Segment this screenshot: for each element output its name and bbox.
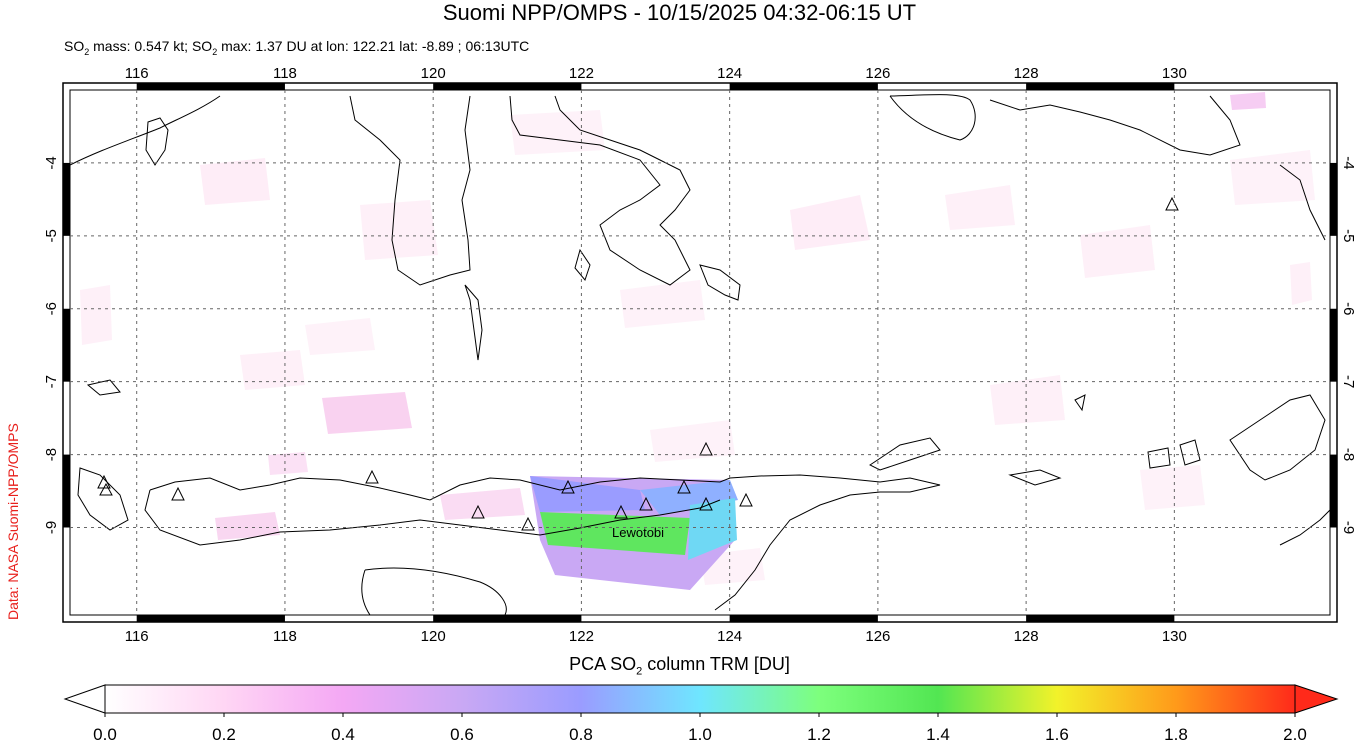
lon-tick-label-bottom: 118 bbox=[273, 628, 297, 645]
lat-tick-label-left: -6 bbox=[43, 302, 60, 315]
colorbar-over-arrow bbox=[1294, 684, 1339, 714]
volcano-marker bbox=[639, 496, 653, 511]
lon-tick-label-top: 120 bbox=[421, 65, 446, 82]
volcano-marker bbox=[1165, 196, 1179, 211]
colorbar-tick-label: 1.6 bbox=[1045, 725, 1069, 743]
colorbar-bar bbox=[104, 684, 1296, 714]
volcano-marker bbox=[739, 492, 753, 507]
frame-bar-top bbox=[1026, 83, 1175, 90]
frame-bar-right bbox=[1330, 162, 1337, 236]
colorbar-tick-label: 0.6 bbox=[450, 725, 474, 743]
frame-bar-left bbox=[63, 454, 70, 528]
lat-tick-label-right: -5 bbox=[1340, 229, 1357, 242]
gridlines bbox=[70, 90, 1330, 615]
volcano-marker bbox=[699, 441, 713, 456]
volcano-marker bbox=[614, 504, 628, 519]
lon-tick-label-top: 130 bbox=[1162, 65, 1187, 82]
volcano-marker bbox=[561, 479, 575, 494]
lon-tick-label-top: 128 bbox=[1014, 65, 1039, 82]
colorbar-tick-label: 1.4 bbox=[926, 725, 950, 743]
frame-bar-bottom bbox=[729, 615, 878, 622]
frame-bar-left bbox=[63, 162, 70, 236]
lat-tick-label-right: -4 bbox=[1340, 156, 1357, 169]
coastlines bbox=[70, 94, 1330, 615]
lon-tick-label-bottom: 122 bbox=[569, 628, 594, 645]
colorbar-title: PCA SO2 column TRM [DU] bbox=[569, 654, 790, 678]
colorbar-tick-label: 0.2 bbox=[212, 725, 236, 743]
lat-tick-label-left: -8 bbox=[43, 448, 60, 461]
lat-tick-label-left: -9 bbox=[43, 521, 60, 534]
frame-bar-top bbox=[729, 83, 878, 90]
lon-tick-label-top: 124 bbox=[717, 65, 742, 82]
volcano-marker bbox=[521, 516, 535, 531]
lat-tick-label-right: -9 bbox=[1340, 521, 1357, 534]
volcano-marker bbox=[699, 496, 713, 511]
lon-tick-label-bottom: 124 bbox=[717, 628, 742, 645]
lat-tick-label-right: -8 bbox=[1340, 448, 1357, 461]
volcano-markers bbox=[97, 196, 1179, 531]
frame-bar-left bbox=[63, 308, 70, 382]
colorbar: 0.0 0.2 0.4 0.6 0.8 1.0 1.2 1.4 1.6 1.8 2.0 bbox=[63, 684, 1339, 743]
map-subtitle: SO2 mass: 0.547 kt; SO2 max: 1.37 DU at … bbox=[64, 38, 530, 57]
lon-tick-label-top: 116 bbox=[125, 65, 149, 82]
colorbar-tick-label: 2.0 bbox=[1283, 725, 1307, 743]
lat-tick-label-left: -4 bbox=[43, 156, 60, 169]
volcano-marker bbox=[99, 482, 113, 496]
pink-so2-patches bbox=[215, 392, 525, 540]
map-content bbox=[70, 92, 1330, 615]
lon-tick-label-bottom: 128 bbox=[1014, 628, 1039, 645]
axis-ticks: 116 116 118 118 120 120 122 122 124 124 126 126 128 1… bbox=[43, 65, 1357, 645]
colorbar-tick-label: 1.0 bbox=[688, 725, 712, 743]
frame-bar-top bbox=[136, 83, 285, 90]
colorbar-tick-label: 0.8 bbox=[569, 725, 593, 743]
colorbar-tick-label: 1.8 bbox=[1164, 725, 1188, 743]
colorbar-tick-label: 1.2 bbox=[807, 725, 831, 743]
colorbar-tick-label: 0.4 bbox=[331, 725, 355, 743]
background-so2-swaths bbox=[80, 92, 1315, 585]
frame-bar-right bbox=[1330, 454, 1337, 528]
lon-tick-label-bottom: 126 bbox=[865, 628, 890, 645]
frame-bar-bottom bbox=[1026, 615, 1175, 622]
frame-bar-bottom bbox=[433, 615, 582, 622]
lat-tick-label-right: -7 bbox=[1340, 375, 1357, 388]
volcano-marker bbox=[365, 469, 379, 484]
lon-tick-label-bottom: 120 bbox=[421, 628, 446, 645]
colorbar-tick-label: 0.0 bbox=[93, 725, 117, 743]
frame-bar-right bbox=[1330, 308, 1337, 382]
colorbar-under-arrow bbox=[63, 684, 106, 714]
lat-tick-label-right: -6 bbox=[1340, 302, 1357, 315]
frame-bar-top bbox=[433, 83, 582, 90]
lon-tick-label-top: 126 bbox=[865, 65, 890, 82]
lon-tick-label-bottom: 116 bbox=[125, 628, 149, 645]
map-title: Suomi NPP/OMPS - 10/15/2025 04:32-06:15 … bbox=[442, 0, 917, 25]
volcano-label: Lewotobi bbox=[612, 525, 664, 540]
lon-tick-label-bottom: 130 bbox=[1162, 628, 1187, 645]
volcano-marker bbox=[471, 504, 485, 519]
lat-tick-label-left: -5 bbox=[43, 229, 60, 242]
lon-tick-label-top: 122 bbox=[569, 65, 594, 82]
volcano-marker bbox=[171, 486, 185, 501]
volcano-marker bbox=[677, 479, 691, 494]
lat-tick-label-left: -7 bbox=[43, 375, 60, 388]
lon-tick-label-top: 118 bbox=[273, 65, 297, 82]
frame-bar-bottom bbox=[136, 615, 285, 622]
